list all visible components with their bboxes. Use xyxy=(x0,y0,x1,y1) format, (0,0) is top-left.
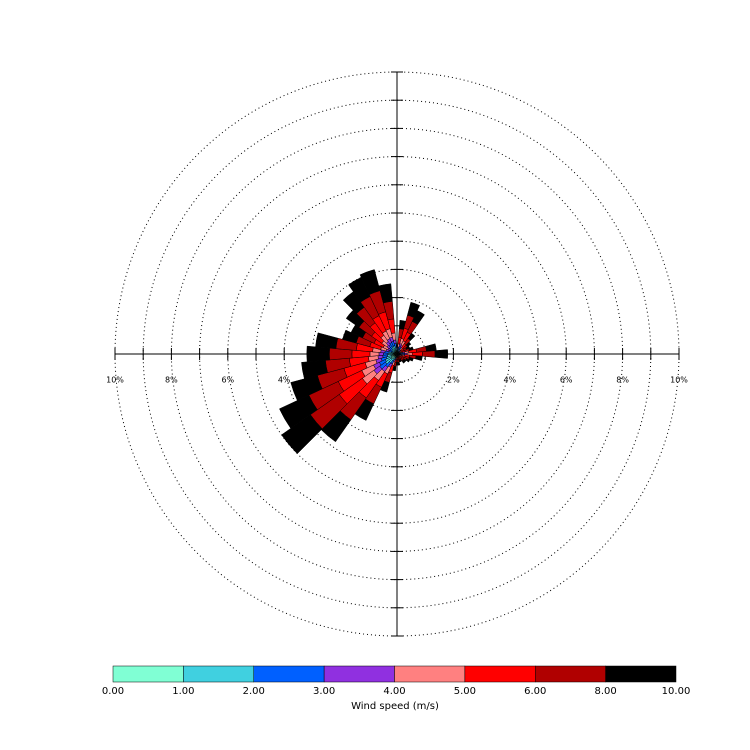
wind-sector xyxy=(405,358,411,363)
wind-sector xyxy=(407,301,420,318)
wind-sector xyxy=(342,329,359,344)
colorbar-title: Wind speed (m/s) xyxy=(351,701,439,712)
colorbar-cell xyxy=(183,665,254,683)
colorbar-cell xyxy=(323,665,395,683)
r-tick-label: 10% xyxy=(670,376,688,385)
wind-sector xyxy=(408,356,414,362)
wind-sector xyxy=(281,414,323,455)
r-tick-label: 4% xyxy=(503,376,516,385)
wind-sector xyxy=(315,332,339,349)
wind-sector xyxy=(411,310,425,325)
colorbar-cell xyxy=(253,665,325,683)
wind-sector xyxy=(301,359,328,380)
colorbar-cell xyxy=(535,665,606,683)
colorbar-tick-label: 4.00 xyxy=(383,686,405,697)
r-tick-label: 2% xyxy=(447,376,460,385)
wind-sector xyxy=(279,394,318,429)
wind-sector xyxy=(415,355,423,361)
colorbar-tick-label: 6.00 xyxy=(524,686,546,697)
colorbar-tick-label: 10.00 xyxy=(662,686,691,697)
colorbar-cell xyxy=(464,665,536,683)
wind-sector xyxy=(407,332,416,341)
r-tick-label: 10% xyxy=(106,376,124,385)
wind-sector xyxy=(290,375,323,401)
colorbar-cell xyxy=(112,665,184,683)
colorbar-tick-label: 8.00 xyxy=(594,686,616,697)
colorbar-tick-label: 2.00 xyxy=(243,686,265,697)
wind-sector xyxy=(434,349,449,359)
wind-sector xyxy=(306,345,330,363)
colorbar-cell xyxy=(394,665,466,683)
r-tick-label: 6% xyxy=(560,376,573,385)
r-tick-label: 6% xyxy=(221,376,234,385)
r-tick-label: 8% xyxy=(165,376,178,385)
wind-sector xyxy=(422,350,436,358)
wind-sector xyxy=(359,269,381,295)
colorbar-cell xyxy=(605,665,677,683)
colorbar-tick-label: 5.00 xyxy=(454,686,476,697)
colorbar-tick-label: 1.00 xyxy=(172,686,194,697)
wind-sector xyxy=(378,283,393,304)
wind-sector xyxy=(401,359,406,364)
wind-sector xyxy=(405,341,412,348)
r-tick-label: 8% xyxy=(616,376,629,385)
colorbar-tick-label: 3.00 xyxy=(313,686,335,697)
colorbar-tick-label: 0.00 xyxy=(102,686,124,697)
r-tick-label: 4% xyxy=(278,376,291,385)
